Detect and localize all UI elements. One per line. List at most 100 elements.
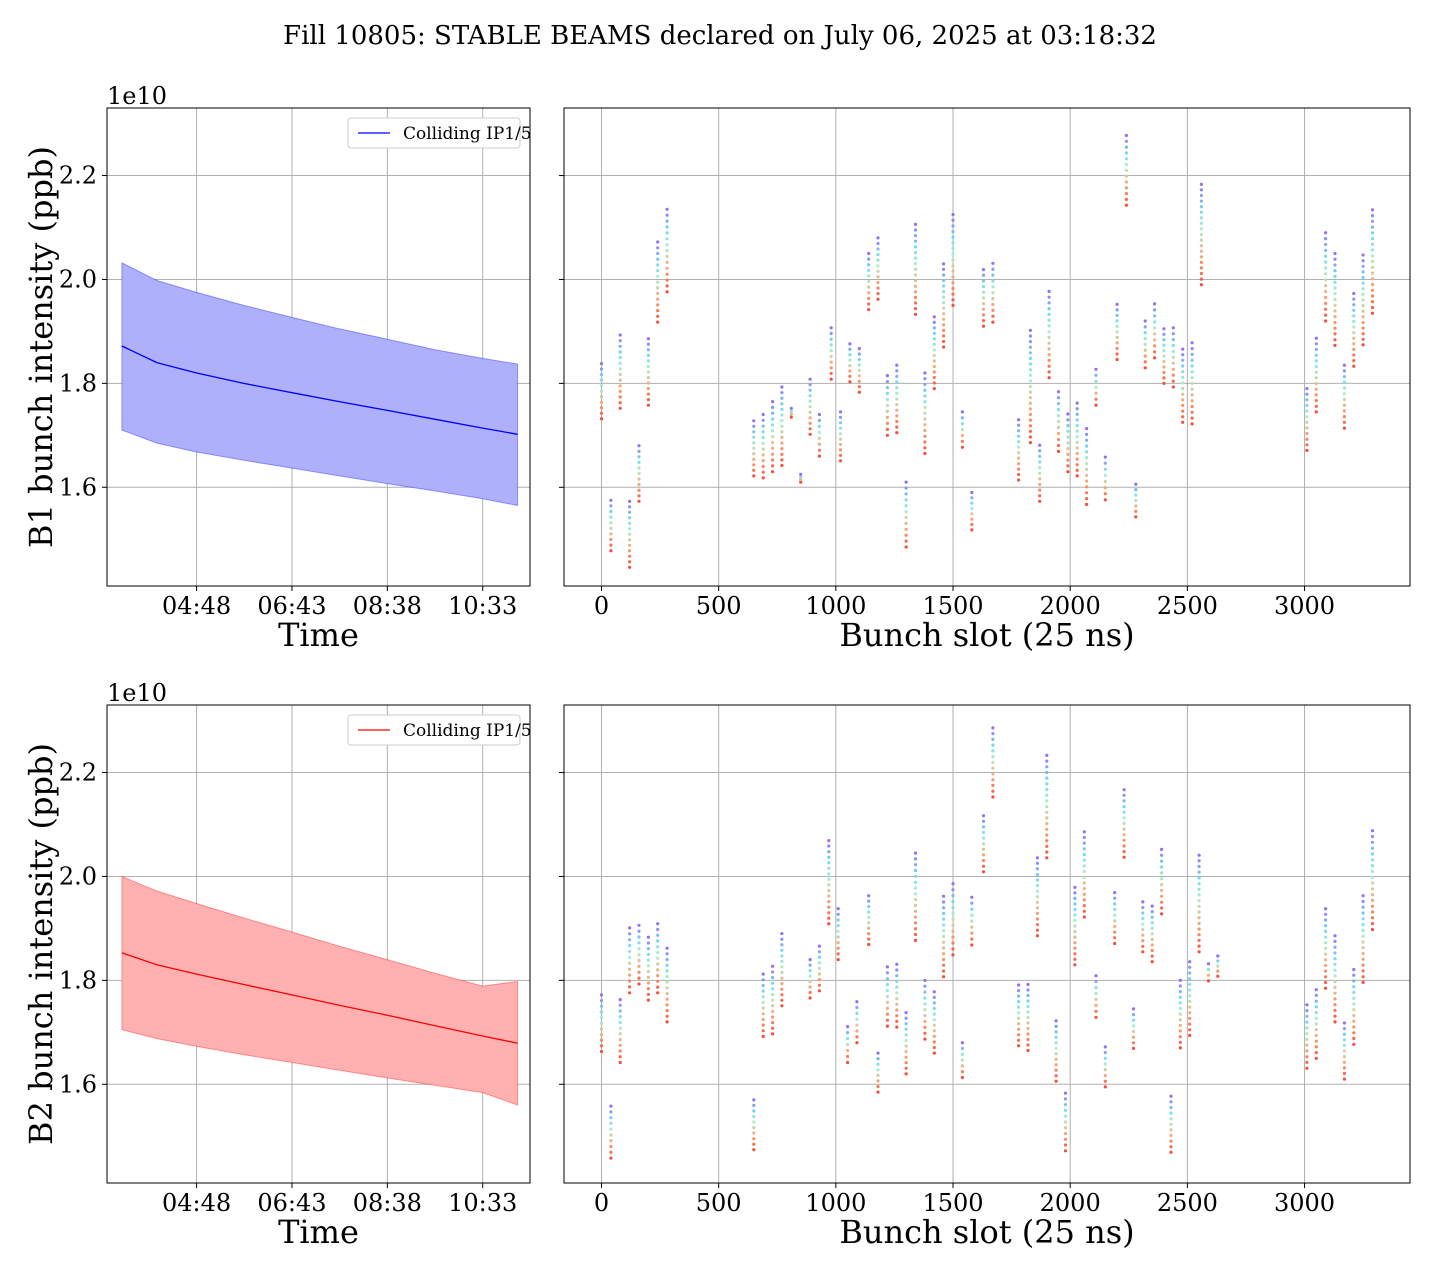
bunch-point [628, 527, 632, 531]
bunch-point [867, 296, 871, 300]
bunch-point [1333, 980, 1337, 984]
bunch-point [1162, 376, 1166, 380]
bunch-point [1028, 407, 1032, 411]
bunch-point [656, 303, 660, 307]
bunch-point [1181, 403, 1185, 407]
bunch-point [867, 279, 871, 284]
bunch-point [885, 421, 890, 425]
bunch-point [1075, 451, 1079, 456]
bunch-point [1314, 1011, 1318, 1015]
bunch-point [1160, 865, 1164, 869]
bunch-point [885, 403, 890, 408]
bunch-point [1352, 336, 1356, 340]
bunch-point [885, 415, 890, 419]
bunch-point [923, 1019, 927, 1024]
bunch-point [1124, 186, 1128, 190]
bunch-point [1054, 1041, 1058, 1045]
bunch-point [1103, 467, 1107, 471]
bunch-point [637, 483, 641, 487]
bunch-point [876, 1062, 880, 1066]
bunch-point [1082, 904, 1086, 908]
bunch-point [1199, 193, 1203, 198]
bunch-point [913, 851, 918, 855]
bunch-point [656, 991, 660, 995]
bunch-point [665, 1009, 669, 1013]
bunch-point [1324, 918, 1328, 922]
bunch-point [895, 369, 899, 373]
bunch-point [923, 446, 927, 450]
bunch-point [637, 499, 641, 503]
bunch-point [1094, 1003, 1098, 1008]
bunch-point [1115, 319, 1119, 323]
bunch-point [817, 983, 822, 987]
bunch-point [904, 504, 908, 508]
bunch-point [913, 312, 918, 316]
bunch-point [1153, 332, 1157, 336]
bunch-point [1143, 337, 1147, 341]
bunch-point [1178, 1035, 1182, 1039]
bunch-point [1305, 403, 1309, 407]
bunch-point [895, 985, 899, 989]
bunch-point [656, 291, 660, 296]
bunch-point [913, 880, 918, 884]
bunch-point [923, 405, 927, 410]
bunch-point [1216, 959, 1220, 963]
bunch-point [981, 285, 986, 289]
bunch-point [1324, 284, 1328, 288]
bunch-point [1333, 951, 1337, 955]
bunch-point [1038, 488, 1042, 492]
x-tick-label: 0 [594, 592, 609, 620]
bunch-point [646, 992, 651, 997]
bunch-point [1063, 1097, 1068, 1101]
bunch-point [991, 314, 995, 318]
bunch-point [628, 510, 632, 514]
bunch-point [1122, 844, 1126, 848]
bunch-point [752, 419, 756, 423]
bunch-point [1171, 355, 1175, 359]
bunch-point [991, 760, 995, 765]
bunch-point [1190, 370, 1194, 374]
bunch-point [1054, 1046, 1058, 1050]
bunch-point [904, 521, 908, 526]
bunch-point [904, 1055, 908, 1059]
bunch-point [951, 230, 955, 234]
bunch-point [970, 901, 974, 905]
bunch-point [1094, 367, 1098, 371]
bunch-point [1370, 840, 1375, 844]
bunch-point [1169, 1133, 1173, 1138]
bunch-point [771, 417, 775, 421]
bunch-point [895, 419, 899, 424]
bunch-point [1094, 1015, 1098, 1019]
bunch-point [1370, 887, 1375, 891]
bunch-point [1094, 986, 1098, 990]
bunch-point [1314, 342, 1318, 346]
bunch-point [1141, 922, 1145, 926]
bunch-point [885, 433, 890, 437]
bunch-point [1124, 157, 1128, 161]
bunch-point [857, 379, 861, 383]
bunch-point [1305, 448, 1309, 452]
bunch-point [1056, 437, 1061, 442]
bunch-point [827, 866, 831, 870]
bunch-point [780, 932, 784, 936]
x-tick-label: 0 [594, 1189, 609, 1217]
bunch-point [942, 975, 946, 979]
bunch-point [780, 413, 784, 417]
bunch-point [857, 368, 861, 372]
bunch-point [1017, 440, 1021, 444]
bunch-point [1314, 1022, 1318, 1026]
bunch-point [1115, 357, 1119, 362]
bunch-point [1122, 799, 1126, 803]
bunch-point [1370, 846, 1375, 850]
bunch-point [1342, 386, 1346, 390]
bunch-point [609, 1110, 613, 1114]
bunch-point [656, 274, 660, 278]
bunch-point [752, 1098, 756, 1102]
bunch-point [1361, 969, 1365, 973]
bunch-point [1361, 975, 1365, 979]
bunch-point [1063, 1103, 1068, 1107]
x-tick-label: 3000 [1274, 592, 1335, 620]
bunch-point [817, 424, 822, 428]
bunch-point [618, 389, 622, 393]
